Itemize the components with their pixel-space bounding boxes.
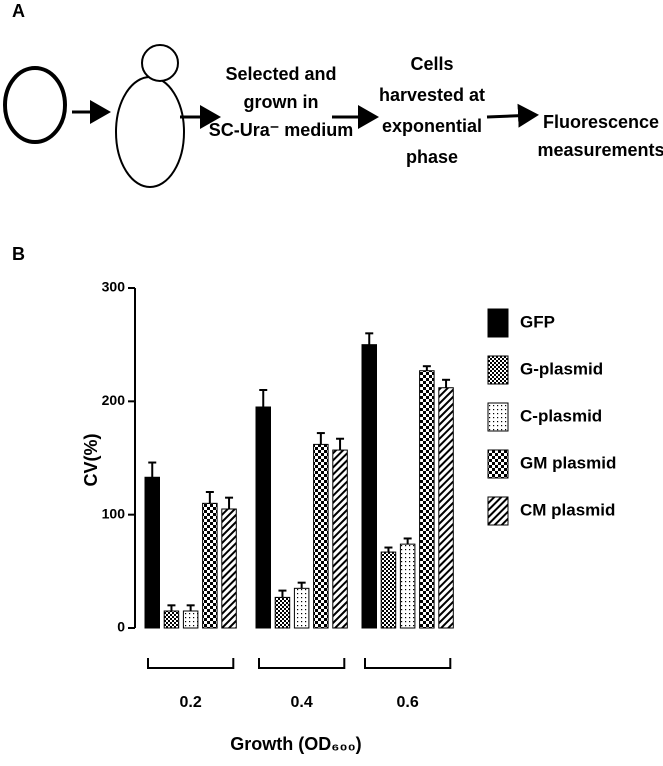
step-text: Selected and: [225, 64, 336, 84]
bar: [380, 551, 397, 629]
bar: [221, 508, 237, 629]
bar: [293, 587, 310, 629]
legend-label: GM plasmid: [520, 453, 616, 472]
x-tick-label: 0.6: [397, 694, 419, 711]
bar: [255, 406, 271, 629]
y-axis-label: CV(%): [81, 433, 101, 486]
x-tick-label: 0.2: [180, 694, 202, 711]
legend-label: G-plasmid: [520, 359, 603, 378]
step-text: SC-Ura⁻ medium: [209, 120, 354, 140]
category-bracket: [258, 658, 346, 669]
bar: [419, 370, 435, 629]
step-text: phase: [406, 147, 458, 167]
legend-swatch: [487, 402, 509, 432]
bar: [163, 610, 180, 629]
step-text: harvested at: [379, 85, 485, 105]
budding-cell: [115, 76, 185, 188]
step-text: grown in: [244, 92, 319, 112]
bud: [141, 44, 179, 82]
panel-label: A: [12, 1, 25, 21]
legend-swatch: [487, 496, 509, 526]
bar: [202, 502, 218, 629]
cell-diagram: [3, 44, 539, 188]
bar: [399, 543, 416, 629]
legend-label: GFP: [520, 312, 555, 331]
legend-swatch: [487, 308, 509, 338]
y-tick-label: 0: [117, 619, 125, 635]
legend-label: C-plasmid: [520, 406, 602, 425]
x-axis-label: Growth (OD₆₀₀): [230, 734, 361, 754]
y-tick-label: 100: [102, 505, 126, 521]
y-tick-label: 200: [102, 392, 126, 408]
bar: [313, 443, 329, 629]
category-bracket: [364, 658, 452, 669]
bar: [361, 344, 377, 629]
bar: [438, 387, 454, 629]
step-text: Fluorescence: [543, 112, 659, 132]
step-text: measurements: [537, 140, 663, 160]
category-bracket: [147, 658, 235, 669]
bar: [274, 596, 291, 629]
bar: [182, 610, 199, 629]
legend-swatch: [487, 449, 509, 479]
bar: [332, 449, 348, 629]
cell: [3, 66, 67, 144]
step-text: exponential: [382, 116, 482, 136]
bar: [144, 476, 160, 629]
y-tick-label: 300: [102, 279, 126, 295]
legend-label: CM plasmid: [520, 500, 615, 519]
x-tick-label: 0.4: [291, 694, 313, 711]
arrow: [486, 103, 539, 128]
legend-swatch: [487, 355, 509, 385]
panel-label: B: [12, 244, 25, 264]
step-text: Cells: [410, 54, 453, 74]
